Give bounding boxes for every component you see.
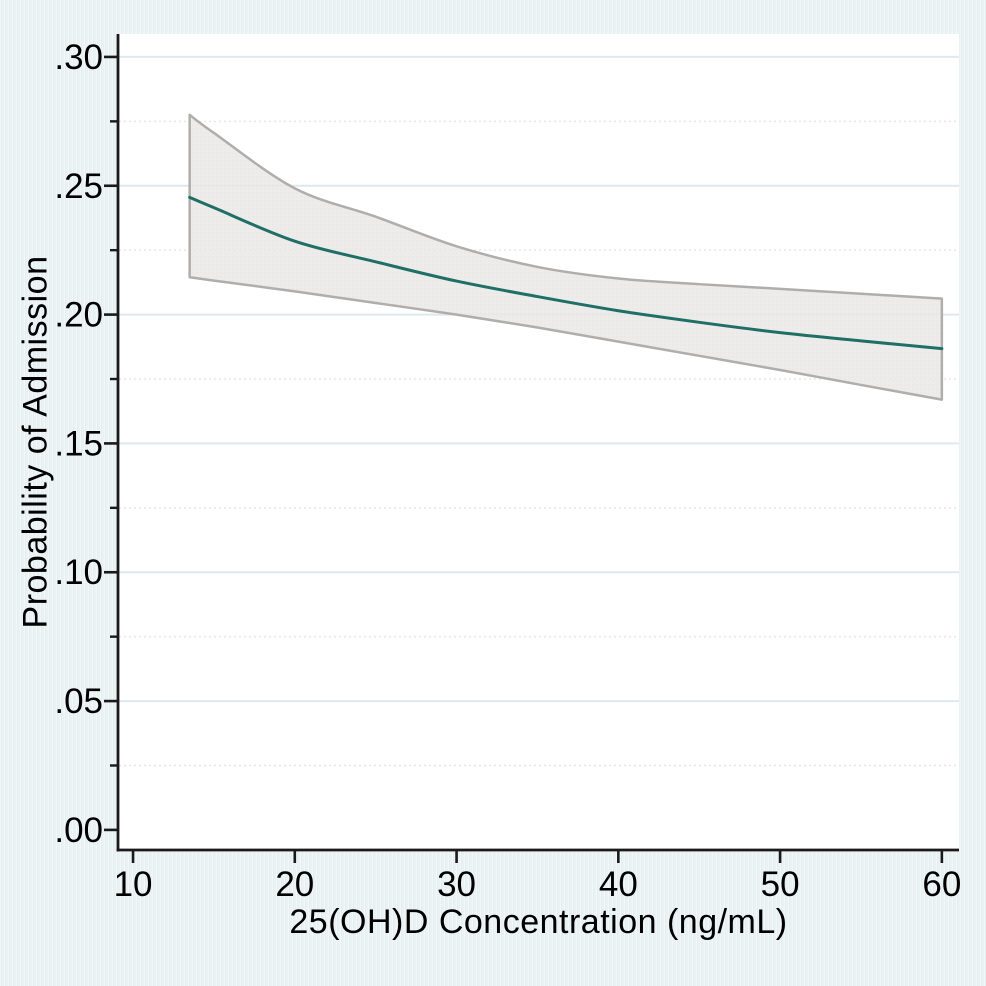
y-tick-label: .25 bbox=[54, 167, 103, 206]
y-tick-label: .05 bbox=[54, 682, 103, 721]
y-tick-label: .15 bbox=[54, 424, 103, 463]
y-tick-label: .30 bbox=[54, 38, 103, 77]
x-tick-label: 30 bbox=[437, 865, 476, 904]
x-axis-title: 25(OH)D Concentration (ng/mL) bbox=[289, 903, 788, 941]
y-axis-title: Probability of Admission bbox=[16, 255, 55, 629]
x-tick-label: 50 bbox=[761, 865, 800, 904]
fit-line bbox=[188, 195, 944, 351]
y-tick-label: .20 bbox=[54, 296, 103, 335]
x-tick-label: 40 bbox=[599, 865, 638, 904]
x-tick-label: 10 bbox=[114, 865, 153, 904]
y-tick-label: .10 bbox=[54, 553, 103, 592]
y-tick-label: .00 bbox=[54, 811, 103, 850]
x-tick-label: 60 bbox=[922, 865, 961, 904]
x-tick-label: 20 bbox=[275, 865, 314, 904]
